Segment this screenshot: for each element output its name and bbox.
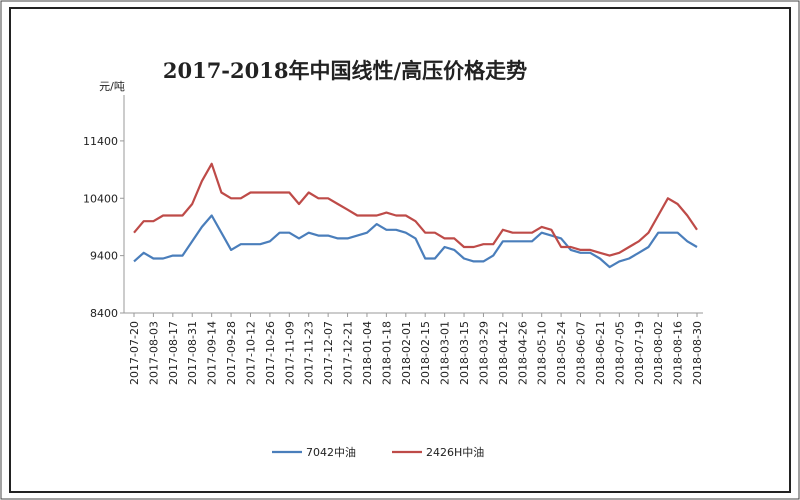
y-tick-label: 8400 <box>90 307 118 320</box>
y-axis-label: 元/吨 <box>99 80 125 93</box>
x-tick-label: 2018-08-30 <box>691 321 704 385</box>
legend-label: 7042中油 <box>306 445 356 459</box>
y-tick-label: 9400 <box>90 250 118 263</box>
x-tick-label: 2018-05-24 <box>555 321 568 385</box>
legend-label: 2426H中油 <box>426 445 484 459</box>
x-tick-label: 2017-12-07 <box>322 321 335 385</box>
x-tick-label: 2018-02-01 <box>400 321 413 385</box>
line-series <box>133 214 698 269</box>
x-tick-label: 2018-05-10 <box>536 321 549 385</box>
x-tick-label: 2017-08-31 <box>186 321 199 385</box>
x-tick-label: 2017-12-21 <box>342 321 355 385</box>
x-tick-label: 2018-08-02 <box>652 321 665 385</box>
chart-title: 2017-2018年中国线性/高压价格走势 <box>163 58 527 83</box>
x-tick-label: 2018-03-15 <box>458 321 471 385</box>
chart-frame <box>9 7 791 493</box>
x-tick-label: 2017-08-17 <box>167 321 180 385</box>
x-tick-label: 2018-02-15 <box>419 321 432 385</box>
x-tick-label: 2017-11-09 <box>283 321 296 385</box>
x-tick-label: 2018-01-04 <box>361 321 374 385</box>
x-tick-label: 2018-07-19 <box>633 321 646 385</box>
x-tick-label: 2017-09-28 <box>225 321 238 385</box>
x-tick-label: 2018-08-16 <box>672 321 685 385</box>
x-tick-label: 2018-03-01 <box>439 321 452 385</box>
x-tick-label: 2017-07-20 <box>128 321 141 385</box>
x-tick-label: 2018-04-12 <box>497 321 510 385</box>
x-tick-label: 2018-01-18 <box>380 321 393 385</box>
x-tick-label: 2018-04-26 <box>516 321 529 385</box>
x-tick-label: 2017-10-26 <box>264 321 277 385</box>
x-tick-label: 2018-07-05 <box>613 321 626 385</box>
x-tick-label: 2017-09-14 <box>206 321 219 385</box>
x-tick-label: 2017-08-03 <box>147 321 160 385</box>
x-tick-label: 2018-06-21 <box>594 321 607 385</box>
x-tick-label: 2018-03-29 <box>477 321 490 385</box>
x-tick-label: 2017-11-23 <box>303 321 316 385</box>
line-series <box>133 162 698 257</box>
x-tick-label: 2017-10-12 <box>244 321 257 385</box>
x-tick-label: 2018-06-07 <box>575 321 588 385</box>
y-tick-label: 10400 <box>83 192 118 205</box>
y-tick-label: 11400 <box>83 135 118 148</box>
